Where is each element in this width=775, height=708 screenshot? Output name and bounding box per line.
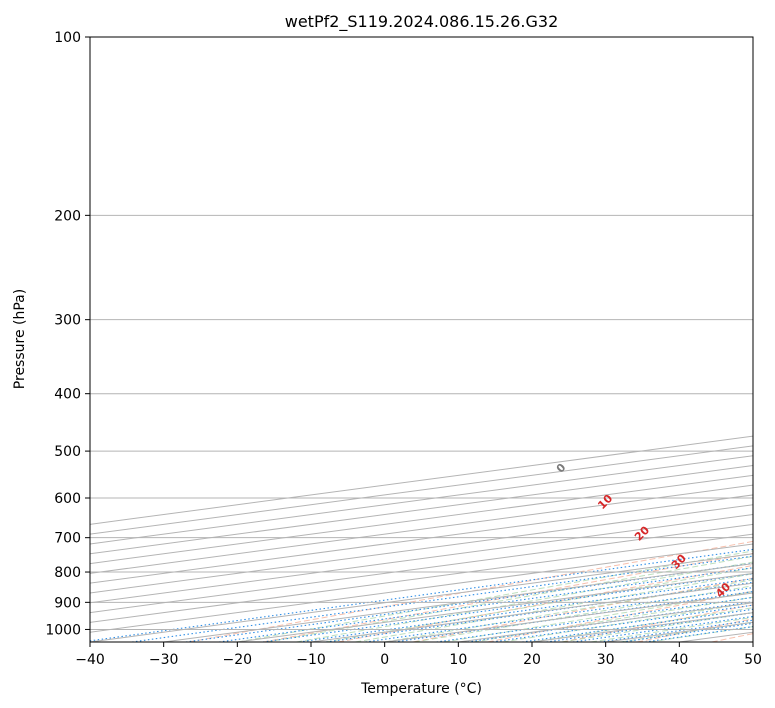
- mixing-ratio-line: [90, 548, 753, 642]
- y-axis-title: Pressure (hPa): [12, 289, 28, 389]
- chart-title: wetPf2_S119.2024.086.15.26.G32: [285, 12, 559, 32]
- x-tick-label: −40: [75, 652, 105, 668]
- x-tick-label: −20: [223, 652, 253, 668]
- isotherm-line: [90, 474, 753, 565]
- x-tick-label: 50: [744, 652, 762, 668]
- x-axis-title: Temperature (°C): [360, 681, 482, 697]
- isotherm-line: [90, 523, 753, 614]
- y-tick-label: 700: [54, 531, 81, 547]
- x-tick-label: −30: [149, 652, 179, 668]
- y-tick-label: 200: [54, 208, 81, 224]
- y-tick-label: 600: [54, 491, 81, 507]
- isotherm-line: [90, 455, 753, 545]
- x-tick-label: 20: [523, 652, 541, 668]
- isotherm-line: [90, 514, 753, 604]
- mixing-ratio-line: [467, 601, 753, 642]
- mixing-ratio-line: [131, 555, 753, 642]
- axes: −40 −30 −20 −10 0 10 20 30 40 50 100 200 300 400 500 60…: [45, 30, 762, 668]
- isotherm-line: [90, 484, 753, 574]
- y-tick-label: 100: [54, 30, 81, 46]
- moist-adiabat-line: [384, 579, 753, 642]
- x-tick-label: 0: [380, 652, 389, 668]
- y-tick-label: 300: [54, 313, 81, 329]
- isotherm-line: [90, 533, 753, 623]
- plot-frame: [89, 36, 754, 643]
- isotherm-line: [90, 494, 753, 584]
- background-lines: [90, 37, 753, 642]
- x-tick-label: 30: [597, 652, 615, 668]
- x-tick-label: 40: [670, 652, 688, 668]
- isotherm-line: [90, 504, 753, 594]
- y-tick-label: 1000: [45, 622, 81, 638]
- y-tick-label: 900: [54, 595, 81, 611]
- moist-adiabat-line: [325, 567, 753, 642]
- mixing-ratio-line: [185, 562, 753, 642]
- x-tick-label: 10: [449, 652, 467, 668]
- y-tick-label: 400: [54, 387, 81, 403]
- y-tick-label: 500: [54, 444, 81, 460]
- moist-adiabat-line: [296, 561, 753, 642]
- x-tick-label: −10: [296, 652, 326, 668]
- isotherm-line: [90, 465, 753, 555]
- y-tick-label: 800: [54, 565, 81, 581]
- mixing-ratio-line: [436, 596, 753, 642]
